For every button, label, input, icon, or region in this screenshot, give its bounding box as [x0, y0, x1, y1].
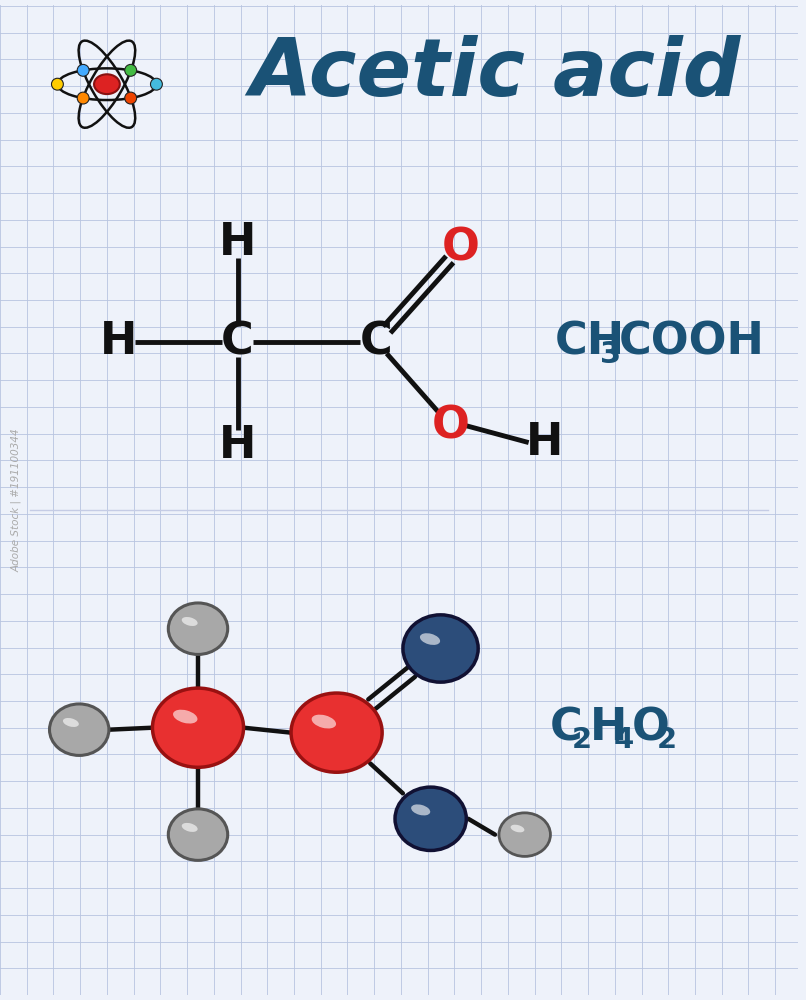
- Ellipse shape: [312, 715, 336, 728]
- Text: C: C: [359, 320, 393, 363]
- Text: O: O: [632, 706, 670, 749]
- Text: H: H: [526, 421, 563, 464]
- Ellipse shape: [152, 688, 243, 767]
- Text: 2: 2: [572, 726, 592, 754]
- Ellipse shape: [94, 74, 120, 94]
- Text: O: O: [442, 226, 480, 269]
- Text: H: H: [590, 706, 627, 749]
- Text: Acetic acid: Acetic acid: [249, 35, 741, 113]
- Circle shape: [125, 92, 137, 104]
- Text: H: H: [219, 424, 256, 467]
- Text: C: C: [221, 320, 254, 363]
- Ellipse shape: [168, 809, 228, 860]
- Ellipse shape: [499, 813, 550, 856]
- Text: 2: 2: [656, 726, 676, 754]
- Circle shape: [77, 92, 89, 104]
- Ellipse shape: [291, 693, 382, 772]
- Ellipse shape: [49, 704, 109, 755]
- Circle shape: [77, 64, 89, 76]
- Circle shape: [151, 78, 162, 90]
- Text: O: O: [431, 404, 469, 447]
- Ellipse shape: [395, 787, 467, 850]
- Text: 3: 3: [600, 340, 621, 369]
- Ellipse shape: [511, 825, 525, 832]
- Ellipse shape: [403, 615, 478, 682]
- Circle shape: [125, 64, 137, 76]
- Text: CH: CH: [555, 320, 625, 363]
- Ellipse shape: [63, 718, 79, 727]
- Text: H: H: [219, 221, 256, 264]
- Ellipse shape: [181, 617, 197, 626]
- Ellipse shape: [173, 710, 197, 724]
- Text: H: H: [100, 320, 138, 363]
- Circle shape: [52, 78, 64, 90]
- Ellipse shape: [420, 633, 440, 645]
- Ellipse shape: [411, 804, 430, 815]
- Text: 4: 4: [614, 726, 634, 754]
- Text: C: C: [550, 706, 582, 749]
- Ellipse shape: [181, 823, 197, 832]
- Ellipse shape: [168, 603, 228, 654]
- Text: COOH: COOH: [619, 320, 765, 363]
- Text: Adobe Stock | #191100344: Adobe Stock | #191100344: [10, 428, 21, 572]
